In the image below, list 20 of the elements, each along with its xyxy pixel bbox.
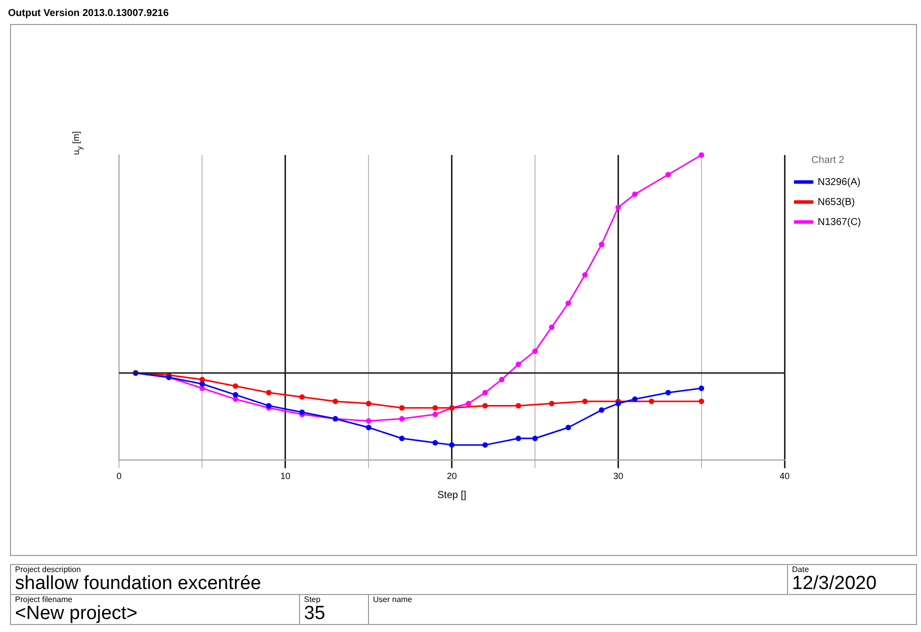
text: 35 <box>304 603 326 624</box>
text: <New project> <box>15 603 139 624</box>
x-tick-label: 10 <box>280 471 290 482</box>
text: 12/3/2020 <box>792 573 878 594</box>
text: Project filename <box>15 595 74 604</box>
x-axis-title: Step [] <box>437 490 466 501</box>
text: Step <box>304 595 322 604</box>
x-tick-label: 30 <box>613 471 624 482</box>
text: Output Version 2013.0.13007.9216 <box>8 8 169 19</box>
legend-title: Chart 2 <box>811 154 845 166</box>
text: Project description <box>15 565 82 574</box>
text: shallow foundation excentrée <box>15 573 262 594</box>
legend-label: N653(B) <box>818 196 855 208</box>
legend-label: N1367(C) <box>818 216 862 228</box>
x-tick-label: 20 <box>446 471 457 482</box>
x-tick-label: 40 <box>780 471 790 482</box>
legend-label: N3296(A) <box>818 176 860 188</box>
text: Date <box>792 565 810 574</box>
x-tick-label: 0 <box>116 471 122 482</box>
text: User name <box>373 595 414 604</box>
